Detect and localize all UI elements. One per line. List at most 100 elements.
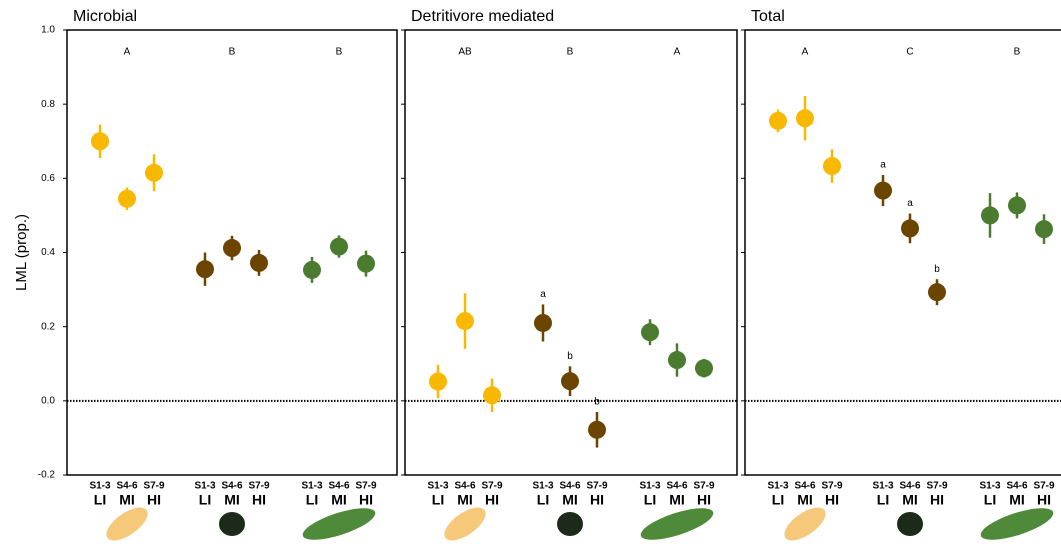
leaf-icon: [219, 512, 245, 536]
x-tick-label: S1-3: [767, 481, 789, 492]
x-sublabel: MI: [797, 492, 813, 508]
x-tick-label: S4-6: [328, 481, 350, 492]
x-tick-label: S1-3: [301, 481, 323, 492]
y-tick-label: 0.6: [41, 173, 55, 184]
data-point: [588, 420, 606, 439]
x-sublabel: MI: [562, 492, 578, 508]
leaf-icon: [980, 508, 1054, 540]
group-letter: A: [674, 47, 681, 58]
x-tick-label: S4-6: [794, 481, 816, 492]
data-point: [330, 237, 348, 256]
panel-title: Detritivore mediated: [411, 8, 554, 25]
x-tick-label: S7-9: [693, 481, 715, 492]
x-tick-label: S4-6: [221, 481, 243, 492]
point-letter: a: [880, 160, 886, 171]
x-tick-label: S1-3: [194, 481, 216, 492]
x-sublabel: HI: [825, 492, 839, 508]
data-point: [250, 253, 268, 272]
y-tick-label: 0.8: [41, 99, 55, 110]
data-point: [668, 351, 686, 370]
leaf-icon: [444, 507, 486, 541]
x-sublabel: MI: [119, 492, 135, 508]
x-tick-label: S7-9: [481, 481, 503, 492]
x-sublabel: HI: [147, 492, 161, 508]
data-point: [303, 260, 321, 279]
x-tick-label: S7-9: [1033, 481, 1055, 492]
group-letter: B: [567, 47, 574, 58]
point-letter: a: [907, 198, 913, 209]
data-point: [695, 359, 713, 378]
x-sublabel: HI: [252, 492, 266, 508]
point-letter: a: [540, 289, 546, 300]
data-point: [196, 260, 214, 279]
data-point: [91, 132, 109, 151]
x-sublabel: LI: [644, 492, 656, 508]
x-tick-label: S1-3: [979, 481, 1001, 492]
x-sublabel: HI: [930, 492, 944, 508]
leaf-icon: [106, 507, 148, 541]
y-axis-label: LML (prop.): [13, 214, 30, 291]
data-point: [641, 323, 659, 342]
group-letter: C: [906, 47, 913, 58]
data-point: [1008, 196, 1026, 215]
data-point: [118, 189, 136, 208]
data-point: [796, 109, 814, 128]
leaf-icon: [897, 512, 923, 536]
x-tick-label: S1-3: [639, 481, 661, 492]
data-point: [769, 111, 787, 130]
x-sublabel: LI: [432, 492, 444, 508]
group-letter: B: [336, 47, 343, 58]
x-sublabel: MI: [457, 492, 473, 508]
panel-title: Microbial: [73, 8, 137, 25]
data-point: [874, 181, 892, 200]
data-point: [534, 313, 552, 332]
x-tick-label: S4-6: [454, 481, 476, 492]
data-point: [483, 386, 501, 405]
data-point: [456, 312, 474, 331]
y-tick-label: 1.0: [41, 25, 55, 36]
x-tick-label: S4-6: [116, 481, 138, 492]
x-sublabel: MI: [1009, 492, 1025, 508]
data-point: [901, 219, 919, 238]
x-sublabel: HI: [359, 492, 373, 508]
leaf-icon: [557, 512, 583, 536]
point-letter: b: [934, 264, 940, 275]
x-tick-label: S7-9: [586, 481, 608, 492]
x-sublabel: HI: [1037, 492, 1051, 508]
point-letter: b: [594, 397, 600, 408]
x-tick-label: S1-3: [89, 481, 111, 492]
group-letter: A: [802, 47, 809, 58]
group-letter: A: [124, 47, 131, 58]
x-sublabel: LI: [537, 492, 549, 508]
x-sublabel: HI: [590, 492, 604, 508]
x-tick-label: S7-9: [355, 481, 377, 492]
y-tick-label: 0.2: [41, 321, 55, 332]
x-sublabel: LI: [772, 492, 784, 508]
group-letter: AB: [458, 47, 472, 58]
data-point: [145, 163, 163, 182]
y-tick-label: 0.0: [41, 395, 55, 406]
x-sublabel: MI: [902, 492, 918, 508]
data-point: [981, 206, 999, 225]
data-point: [561, 372, 579, 391]
group-letter: B: [229, 47, 236, 58]
y-tick-label: -0.2: [38, 470, 56, 481]
x-tick-label: S1-3: [872, 481, 894, 492]
panel-title: Total: [751, 8, 785, 25]
panel-frame: [404, 29, 738, 476]
x-tick-label: S7-9: [821, 481, 843, 492]
x-tick-label: S7-9: [248, 481, 270, 492]
data-point: [1035, 220, 1053, 239]
group-letter: B: [1014, 47, 1021, 58]
x-tick-label: S7-9: [926, 481, 948, 492]
x-tick-label: S4-6: [559, 481, 581, 492]
x-sublabel: HI: [485, 492, 499, 508]
x-tick-label: S1-3: [427, 481, 449, 492]
x-tick-label: S1-3: [532, 481, 554, 492]
x-sublabel: LI: [877, 492, 889, 508]
panel-frame: [744, 29, 1061, 476]
x-sublabel: LI: [984, 492, 996, 508]
x-tick-label: S4-6: [1006, 481, 1028, 492]
leaf-icon: [784, 507, 826, 541]
